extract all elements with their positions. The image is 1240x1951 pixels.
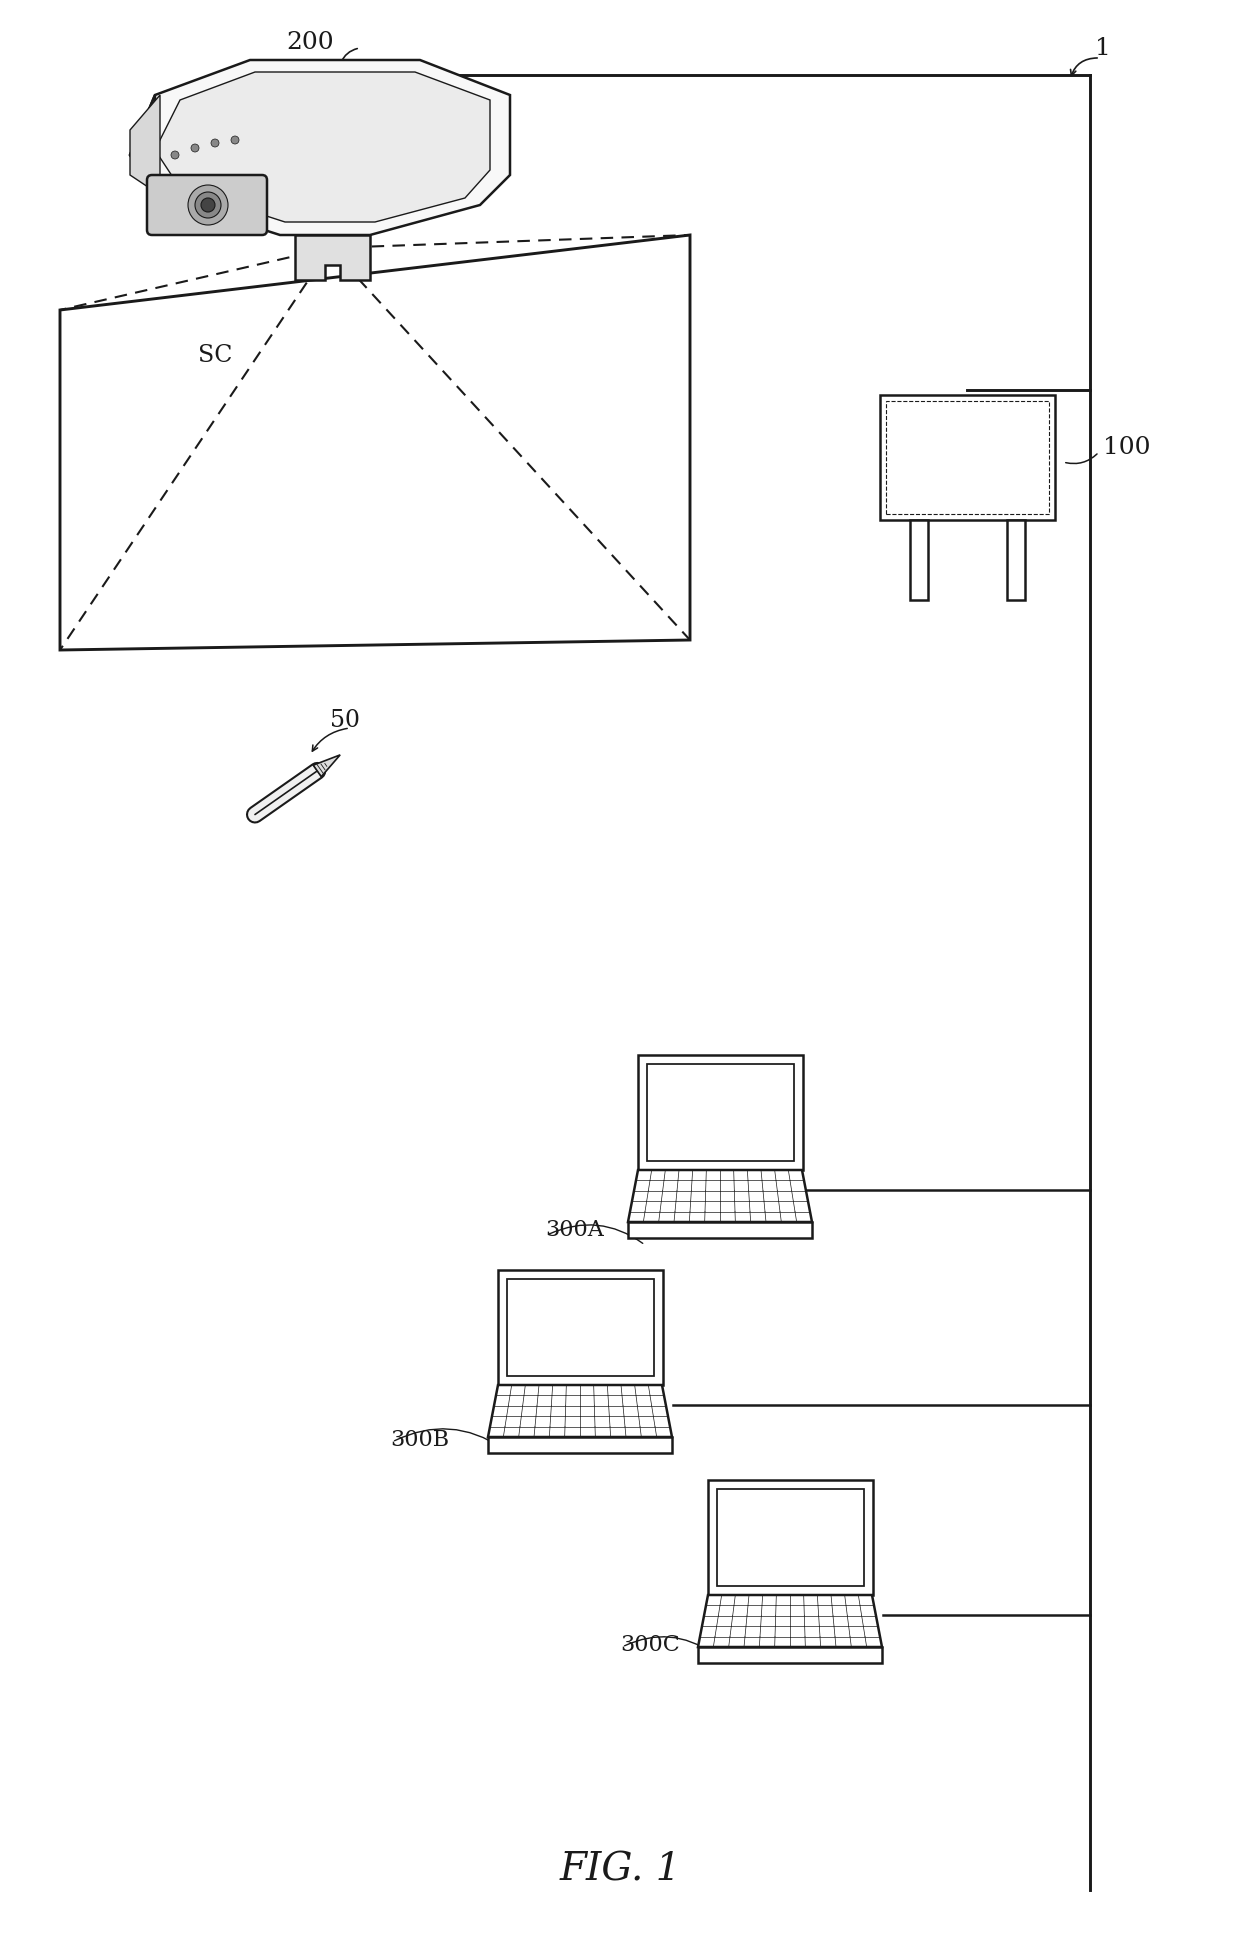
- Polygon shape: [698, 1596, 882, 1647]
- Polygon shape: [314, 755, 340, 776]
- Polygon shape: [155, 72, 490, 222]
- Text: SC: SC: [198, 343, 232, 367]
- Circle shape: [171, 150, 179, 158]
- Text: 100: 100: [1104, 435, 1151, 458]
- Bar: [1007, 521, 1025, 601]
- Polygon shape: [489, 1438, 672, 1453]
- Text: 300C: 300C: [620, 1635, 680, 1656]
- Bar: [887, 402, 1049, 513]
- Bar: [498, 1270, 663, 1385]
- Bar: [910, 521, 928, 601]
- Text: FIG. 1: FIG. 1: [559, 1851, 681, 1889]
- Bar: [647, 1063, 794, 1161]
- Circle shape: [231, 137, 239, 144]
- Text: 300B: 300B: [391, 1428, 449, 1452]
- Bar: [717, 1489, 864, 1586]
- Polygon shape: [295, 234, 370, 281]
- Bar: [708, 1481, 873, 1596]
- Polygon shape: [489, 1385, 672, 1438]
- Circle shape: [195, 191, 221, 219]
- Polygon shape: [130, 96, 155, 195]
- Circle shape: [188, 185, 228, 224]
- Polygon shape: [130, 60, 510, 234]
- Polygon shape: [698, 1647, 882, 1662]
- Circle shape: [191, 144, 198, 152]
- Bar: [639, 1055, 804, 1171]
- Polygon shape: [627, 1221, 812, 1239]
- Text: 300A: 300A: [546, 1219, 604, 1241]
- Polygon shape: [627, 1171, 812, 1221]
- Text: 200: 200: [286, 31, 334, 53]
- Text: 50: 50: [330, 708, 360, 732]
- Circle shape: [211, 139, 219, 146]
- Circle shape: [201, 197, 215, 213]
- Bar: [507, 1280, 653, 1375]
- Bar: [880, 394, 1055, 521]
- Text: 1: 1: [1095, 37, 1111, 59]
- FancyBboxPatch shape: [148, 176, 267, 234]
- Polygon shape: [130, 96, 160, 195]
